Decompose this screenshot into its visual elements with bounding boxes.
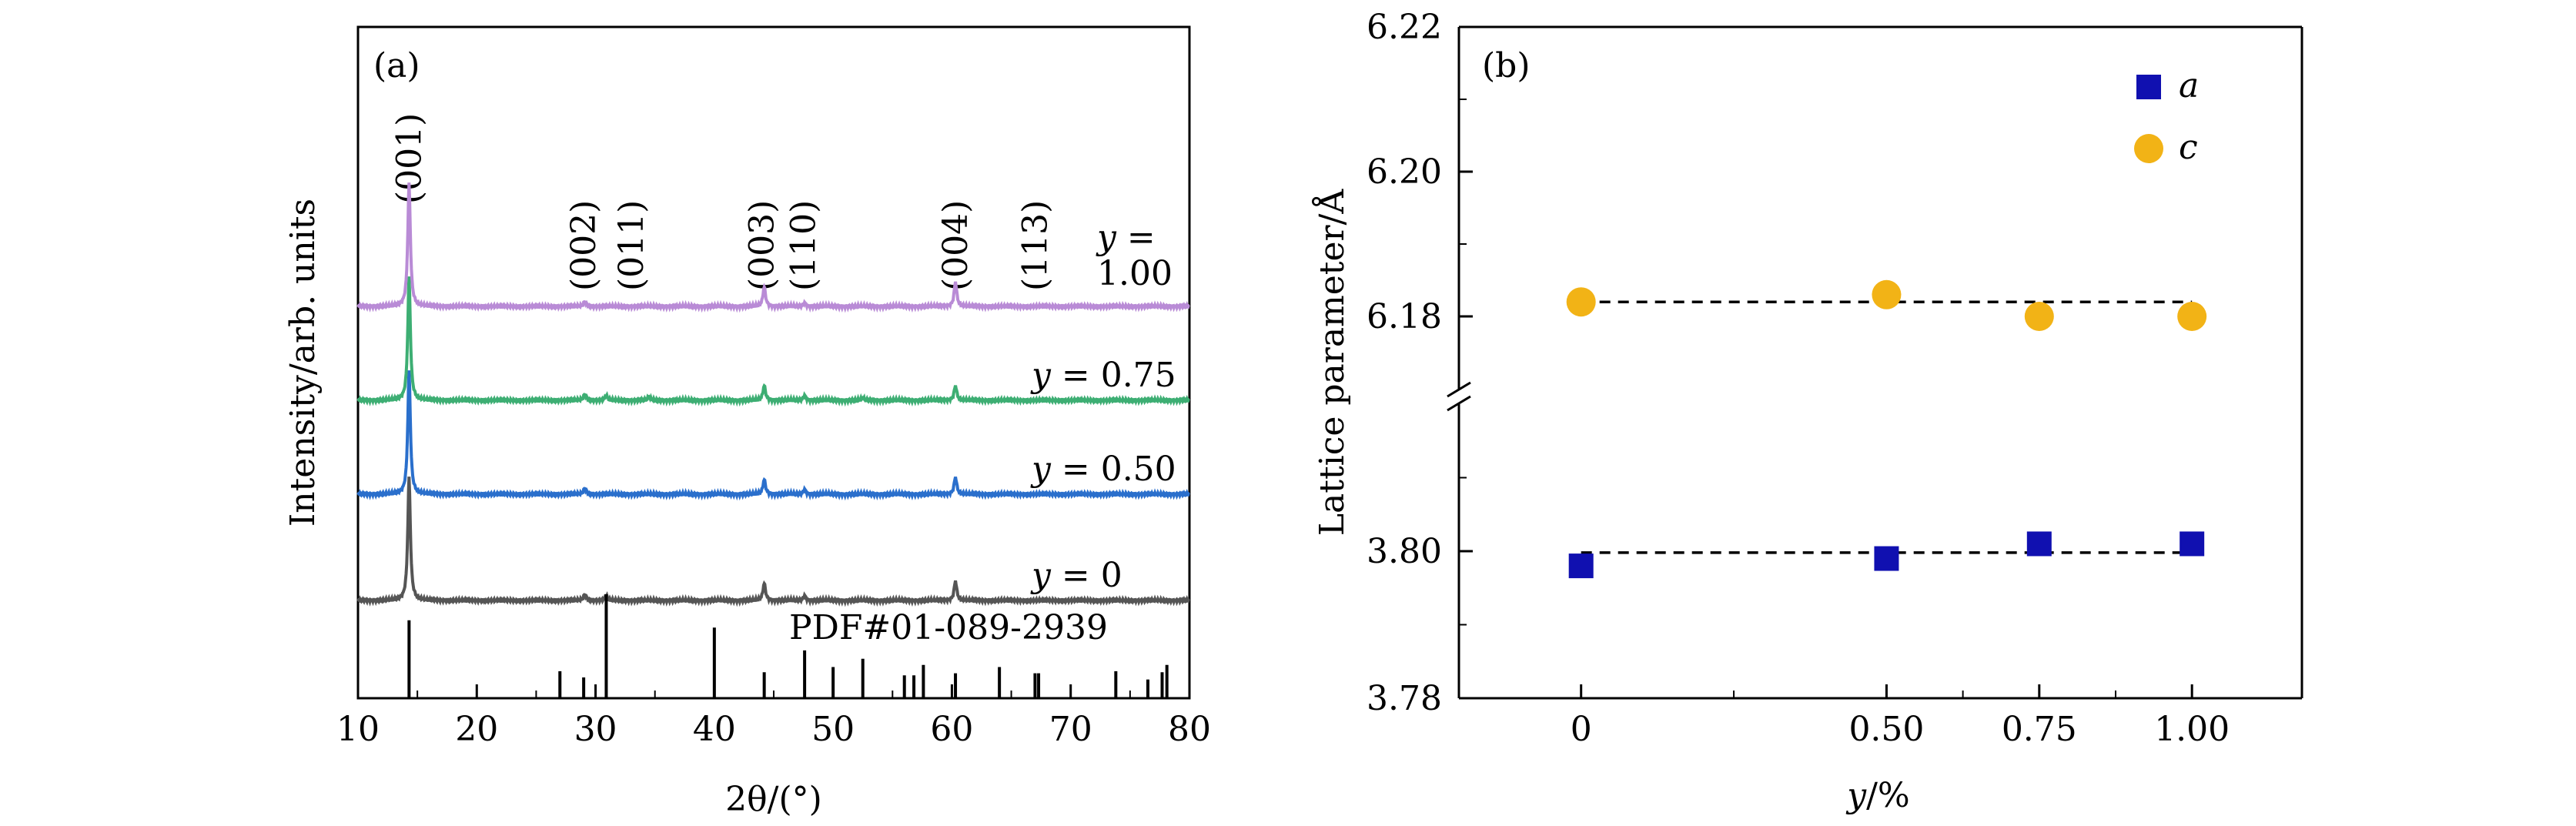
xrd-curve — [356, 182, 1190, 313]
lattice-y-axis-title: Lattice parameter/Å — [1311, 189, 1352, 537]
xrd-x-tick-label: 80 — [1168, 710, 1211, 749]
lattice-point-c — [1872, 279, 1902, 309]
legend-marker-a — [2136, 75, 2161, 99]
axis-break-mark-lower — [1447, 395, 1471, 412]
xrd-x-tick-label: 10 — [336, 710, 380, 749]
lattice-y-ticks: 3.78 3.80 6.18 6.20 6.22 — [1367, 8, 1473, 718]
peak-label: (004) — [936, 200, 975, 291]
lattice-panel: (b) 0 0.50 0.75 1.00 3.78 3.80 6.18 6.20 6.22 a… — [1311, 8, 2303, 815]
xrd-curves: y = 0y = 0.50y = 0.75y =1.00 — [356, 182, 1190, 607]
lattice-point-a — [1874, 546, 1899, 571]
legend-label: c — [2179, 128, 2198, 167]
lattice-points — [1566, 279, 2207, 579]
peak-label: (110) — [785, 200, 824, 291]
xrd-y-axis-title: Intensity/arb. units — [283, 199, 323, 527]
lattice-y-tick-label: 6.18 — [1367, 297, 1442, 336]
peak-label: (113) — [1015, 200, 1055, 291]
xrd-curve — [356, 276, 1190, 407]
xrd-curve — [356, 370, 1190, 501]
reference-label: PDF#01-089-2939 — [789, 608, 1108, 647]
lattice-point-c — [2024, 302, 2054, 331]
xrd-x-tick-label: 20 — [455, 710, 498, 749]
xrd-x-tick-label: 70 — [1049, 710, 1092, 749]
lattice-x-ticks: 0 0.50 0.75 1.00 — [1571, 684, 2230, 749]
x-axis-title-unit: /% — [1866, 776, 1910, 815]
panel-b-label: (b) — [1482, 46, 1531, 85]
curve-label-var: y — [1030, 450, 1052, 489]
axis-break-mark-upper — [1447, 381, 1471, 398]
xrd-x-axis-title: 2θ/(°) — [725, 780, 822, 819]
xrd-peak-labels: (001)(002) (011) (003) (110) (004) (113) — [390, 113, 1055, 291]
peak-label: (003) — [743, 200, 782, 291]
lattice-x-tick-label: 0.50 — [1848, 710, 1924, 749]
curve-label: y = 0.75 — [1030, 356, 1176, 395]
curve-label-var: y — [1030, 556, 1052, 595]
legend-marker-c — [2134, 134, 2163, 163]
reference-sticks — [407, 594, 1169, 698]
peak-label: (011) — [612, 200, 651, 291]
lattice-x-tick-label: 1.00 — [2154, 710, 2230, 749]
lattice-point-a — [1568, 553, 1594, 579]
x-axis-title-var: y — [1845, 776, 1867, 815]
peak-label: (002) — [564, 200, 604, 291]
panel-a-label: (a) — [373, 46, 420, 85]
lattice-point-c — [2177, 302, 2207, 331]
xrd-x-ticks: 10 20 30 40 50 60 70 80 — [336, 684, 1211, 749]
curve-label-line2: 1.00 — [1097, 254, 1173, 293]
lattice-point-a — [2026, 531, 2052, 557]
xrd-curve — [356, 477, 1190, 607]
xrd-x-tick-label: 50 — [811, 710, 855, 749]
legend-label: a — [2179, 66, 2199, 105]
curve-label-value: = 0.75 — [1051, 356, 1176, 395]
curve-label-value: = 0 — [1051, 556, 1122, 595]
legend: ac — [2134, 66, 2199, 167]
lattice-point-c — [1566, 287, 1596, 317]
curve-label-var: y — [1096, 218, 1117, 257]
curve-label-value: = 0.50 — [1051, 450, 1176, 489]
xrd-panel: (a) 10 20 30 40 50 60 70 80 (001)(002) (011) (003… — [283, 25, 1211, 819]
lattice-y-tick-label: 6.22 — [1367, 8, 1442, 47]
lattice-y-tick-label: 3.80 — [1367, 532, 1442, 571]
lattice-y-tick-label: 6.20 — [1367, 152, 1442, 192]
mean-lines — [1581, 300, 2193, 554]
curve-label: y = 0.50 — [1030, 450, 1176, 489]
xrd-x-tick-label: 60 — [930, 710, 973, 749]
lattice-point-a — [2180, 531, 2205, 557]
xrd-x-tick-label: 40 — [693, 710, 736, 749]
xrd-x-tick-label: 30 — [574, 710, 617, 749]
curve-label: y = 0 — [1030, 556, 1122, 595]
lattice-x-tick-label: 0.75 — [2002, 710, 2077, 749]
lattice-x-axis-title: y/% — [1845, 776, 1910, 815]
curve-label-var: y — [1030, 356, 1052, 395]
curve-label-line1: y = — [1096, 218, 1156, 257]
curve-label-eq: = — [1116, 218, 1156, 257]
lattice-y-tick-label: 3.78 — [1367, 679, 1442, 718]
lattice-x-tick-label: 0 — [1571, 710, 1592, 749]
